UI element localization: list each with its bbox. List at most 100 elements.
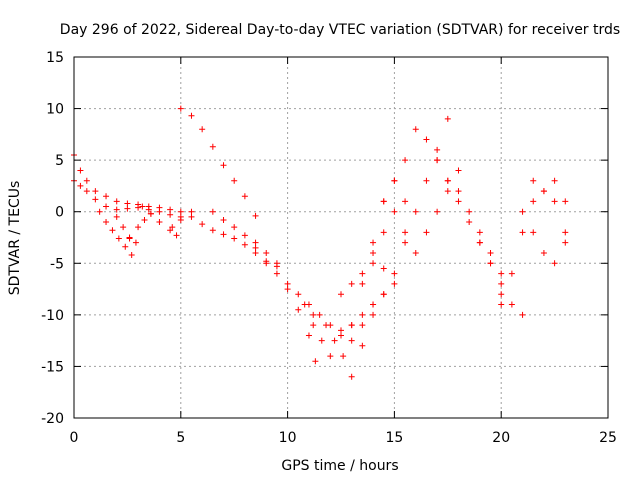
data-point: [167, 211, 174, 218]
data-point: [103, 193, 110, 200]
series-trace-15: [338, 260, 398, 298]
data-point: [455, 188, 462, 195]
data-point: [241, 241, 248, 248]
series-trace-27: [530, 177, 569, 205]
data-point: [338, 327, 344, 334]
series-trace-7: [169, 208, 195, 231]
data-point: [348, 280, 355, 287]
x-axis-label: GPS time / hours: [281, 458, 398, 474]
y-tick-label: -10: [41, 308, 64, 324]
data-point: [530, 177, 537, 184]
x-tick-label: 10: [279, 430, 297, 446]
data-point: [310, 322, 317, 329]
data-point: [316, 311, 323, 318]
data-point: [169, 224, 176, 231]
data-point: [113, 206, 120, 213]
data-point: [199, 221, 206, 228]
y-tick-label: 15: [46, 50, 64, 66]
data-point: [348, 373, 355, 380]
series-trace-14: [331, 291, 387, 380]
data-point: [241, 232, 248, 239]
data-point: [252, 212, 259, 219]
x-tick-label: 0: [70, 430, 79, 446]
data-point: [177, 105, 184, 112]
data-point: [109, 227, 116, 234]
data-point: [423, 229, 430, 236]
data-point: [338, 332, 344, 339]
data-point: [402, 198, 409, 205]
series-trace-25: [498, 188, 569, 308]
data-point: [508, 270, 515, 277]
data-point: [562, 239, 569, 246]
data-point: [508, 301, 515, 308]
data-point: [434, 157, 441, 164]
data-point: [284, 280, 291, 287]
x-tick-label: 25: [599, 430, 617, 446]
data-point: [551, 260, 558, 267]
data-point: [252, 244, 259, 251]
data-point: [498, 270, 505, 277]
data-point: [498, 280, 505, 287]
data-point: [113, 213, 120, 220]
data-point: [370, 249, 377, 256]
data-point: [156, 219, 163, 226]
data-point: [147, 210, 154, 217]
data-point: [92, 196, 99, 203]
series-trace-13: [310, 291, 387, 334]
data-point: [327, 353, 334, 360]
data-point: [124, 200, 131, 207]
data-point: [348, 337, 355, 344]
series-trace-6: [139, 203, 180, 239]
series-trace-23: [455, 188, 505, 277]
series-trace-26: [519, 208, 569, 267]
data-point: [132, 239, 139, 246]
data-point: [444, 115, 451, 122]
data-point: [141, 216, 148, 223]
data-point: [551, 177, 558, 184]
data-point: [348, 322, 355, 329]
data-point: [519, 229, 526, 236]
data-point: [519, 311, 526, 318]
data-point: [263, 260, 270, 267]
data-point: [145, 206, 152, 213]
data-point: [83, 188, 90, 195]
data-point: [412, 249, 419, 256]
data-point: [167, 206, 174, 213]
y-axis-label: SDTVAR / TECUs: [7, 181, 23, 296]
series-trace-12: [301, 301, 334, 360]
data-point: [188, 213, 195, 220]
plot-frame: [73, 56, 609, 419]
data-point: [402, 157, 409, 164]
chart-title: Day 296 of 2022, Sidereal Day-to-day VTE…: [60, 22, 620, 38]
data-point: [231, 177, 238, 184]
x-tick-label: 15: [385, 430, 403, 446]
data-point: [252, 249, 259, 256]
data-point: [273, 260, 280, 267]
x-tick-label: 5: [176, 430, 185, 446]
data-point: [135, 224, 142, 231]
series-trace-3: [96, 208, 135, 259]
data-point: [359, 270, 366, 277]
series-trace-8: [177, 105, 259, 219]
data-point: [331, 337, 338, 344]
data-point: [124, 205, 131, 212]
data-point: [466, 219, 473, 226]
data-point: [423, 136, 430, 143]
data-point: [284, 286, 291, 293]
data-point: [156, 208, 163, 215]
data-point: [370, 311, 377, 318]
data-point: [487, 260, 494, 267]
data-point: [359, 322, 366, 329]
data-point: [301, 301, 308, 308]
data-point: [177, 213, 184, 220]
data-point: [476, 239, 483, 246]
series-trace-11: [284, 286, 319, 365]
series-trace-1: [71, 151, 280, 270]
x-tick-label: 20: [492, 430, 510, 446]
data-point: [128, 252, 135, 259]
data-point: [391, 208, 398, 215]
data-point: [540, 188, 547, 195]
data-point: [231, 224, 238, 231]
series-trace-20: [412, 167, 462, 256]
data-point: [113, 198, 120, 205]
